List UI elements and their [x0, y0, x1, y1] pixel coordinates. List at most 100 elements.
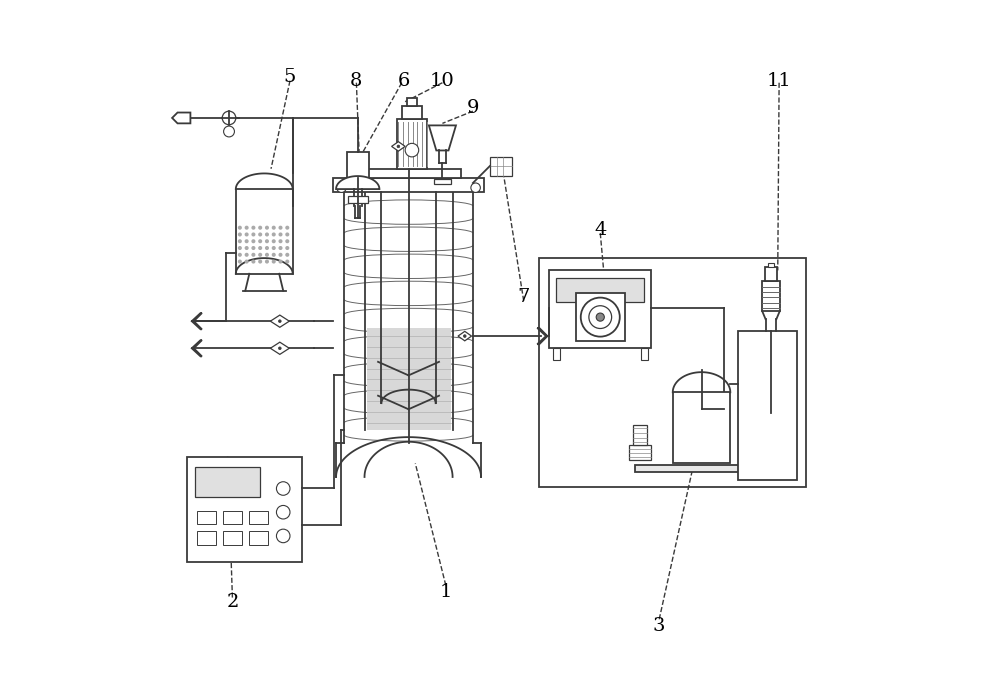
Circle shape: [285, 239, 289, 243]
Circle shape: [276, 505, 290, 519]
Polygon shape: [270, 342, 289, 354]
Circle shape: [272, 239, 276, 243]
Circle shape: [238, 253, 242, 257]
Circle shape: [337, 183, 346, 193]
Circle shape: [258, 225, 262, 229]
Text: 7: 7: [518, 288, 530, 307]
Circle shape: [222, 111, 236, 125]
Circle shape: [238, 246, 242, 250]
Circle shape: [265, 260, 269, 264]
Polygon shape: [537, 328, 547, 344]
Bar: [197, 531, 216, 545]
Bar: [576, 293, 625, 342]
Bar: [553, 348, 560, 361]
Circle shape: [258, 232, 262, 236]
Circle shape: [238, 239, 242, 243]
Circle shape: [245, 232, 249, 236]
Bar: [549, 270, 651, 348]
Polygon shape: [192, 313, 202, 329]
Bar: [187, 457, 302, 561]
Polygon shape: [270, 315, 289, 327]
Bar: [633, 425, 647, 445]
Bar: [539, 258, 806, 487]
Circle shape: [238, 232, 242, 236]
Circle shape: [245, 225, 249, 229]
Bar: [556, 278, 644, 301]
Polygon shape: [429, 126, 456, 150]
Bar: [738, 331, 797, 480]
Circle shape: [251, 253, 255, 257]
Polygon shape: [336, 176, 379, 189]
Text: 5: 5: [284, 68, 296, 86]
Circle shape: [238, 260, 242, 264]
Bar: [223, 531, 242, 545]
Bar: [348, 196, 368, 203]
Bar: [434, 179, 451, 184]
Bar: [768, 263, 774, 267]
Text: 3: 3: [653, 617, 665, 635]
Bar: [249, 511, 268, 525]
Circle shape: [278, 253, 283, 257]
Bar: [347, 152, 369, 189]
Bar: [490, 156, 512, 176]
Bar: [333, 178, 484, 193]
Circle shape: [258, 260, 262, 264]
Circle shape: [596, 313, 604, 321]
Circle shape: [278, 239, 283, 243]
Polygon shape: [192, 340, 202, 357]
Circle shape: [245, 253, 249, 257]
Circle shape: [589, 306, 612, 329]
Text: 10: 10: [430, 72, 455, 89]
Circle shape: [397, 145, 400, 148]
Circle shape: [251, 225, 255, 229]
Circle shape: [285, 253, 289, 257]
Bar: [641, 348, 648, 361]
Circle shape: [272, 260, 276, 264]
Circle shape: [272, 225, 276, 229]
Circle shape: [251, 232, 255, 236]
Circle shape: [278, 232, 283, 236]
Circle shape: [278, 225, 283, 229]
Bar: [397, 119, 427, 169]
Circle shape: [245, 239, 249, 243]
Circle shape: [272, 253, 276, 257]
Bar: [407, 98, 417, 107]
Circle shape: [245, 260, 249, 264]
Polygon shape: [367, 328, 451, 430]
Polygon shape: [392, 141, 405, 151]
Circle shape: [276, 529, 290, 543]
Bar: [402, 107, 422, 119]
Bar: [249, 531, 268, 545]
Circle shape: [265, 232, 269, 236]
Bar: [223, 511, 242, 525]
Circle shape: [224, 126, 234, 137]
Circle shape: [272, 246, 276, 250]
Circle shape: [251, 246, 255, 250]
Text: 4: 4: [594, 221, 606, 239]
Text: 9: 9: [467, 99, 479, 117]
Text: 8: 8: [350, 72, 363, 89]
Polygon shape: [238, 221, 291, 264]
Circle shape: [245, 246, 249, 250]
Circle shape: [265, 225, 269, 229]
Circle shape: [278, 320, 281, 322]
Bar: [765, 267, 777, 281]
Circle shape: [463, 335, 466, 337]
Circle shape: [276, 482, 290, 495]
Text: 6: 6: [398, 72, 410, 89]
Circle shape: [285, 225, 289, 229]
Circle shape: [251, 239, 255, 243]
Circle shape: [405, 143, 419, 157]
Bar: [197, 511, 216, 525]
Polygon shape: [172, 113, 190, 124]
Circle shape: [581, 298, 620, 337]
Bar: [673, 392, 730, 464]
Circle shape: [278, 260, 283, 264]
Circle shape: [265, 239, 269, 243]
Circle shape: [285, 260, 289, 264]
Bar: [356, 169, 461, 178]
Circle shape: [265, 253, 269, 257]
Circle shape: [265, 246, 269, 250]
Bar: [195, 466, 260, 497]
Bar: [629, 445, 651, 460]
